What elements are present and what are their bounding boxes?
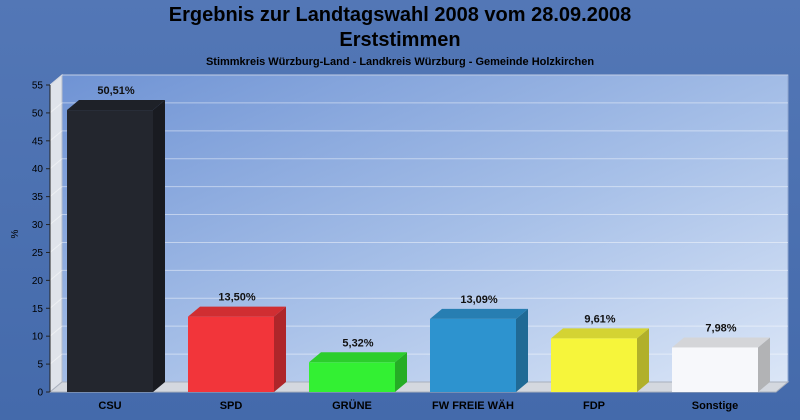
bar-front — [67, 110, 153, 392]
bar-side — [274, 306, 286, 392]
bar-side — [637, 328, 649, 392]
data-label: 13,50% — [218, 292, 256, 304]
x-tick-label: Sonstige — [692, 400, 738, 412]
bar-top — [309, 352, 407, 363]
bar-front — [672, 347, 758, 392]
y-tick-label: 40 — [32, 164, 44, 175]
chart-title-line2: Erststimmen — [339, 29, 460, 51]
y-tick-label: 35 — [32, 192, 44, 203]
gridline — [49, 186, 788, 198]
bar-top — [188, 306, 286, 317]
bar-spd — [188, 306, 286, 392]
bar-front — [551, 338, 637, 392]
bar-grüne — [309, 352, 407, 392]
bar-side — [395, 352, 407, 392]
y-tick-label: 45 — [32, 136, 44, 147]
gridline — [49, 74, 788, 86]
bar-sonstige — [672, 337, 770, 392]
axes: 0 5 10 15 20 25 30 35 40 45 50 55 CSU SPD GRÜNE FW FREI… — [32, 81, 738, 413]
data-label: 9,61% — [584, 313, 615, 325]
bar-front — [430, 318, 516, 392]
bar-top — [430, 308, 528, 319]
y-tick-label: 5 — [37, 360, 43, 371]
bar-csu — [67, 100, 165, 392]
gridline — [49, 353, 788, 365]
x-tick-label: GRÜNE — [332, 399, 372, 412]
chart-subtitle: Stimmkreis Würzburg-Land - Landkreis Wür… — [206, 56, 594, 68]
bar-fdp — [551, 328, 649, 392]
bar-side — [516, 308, 528, 392]
bar-front — [188, 316, 274, 392]
bars: 50,51% 13,50% 5,32% 13,09% 9,61% 7,98% — [67, 85, 770, 392]
gridline — [49, 158, 788, 170]
y-tick-label: 10 — [32, 332, 44, 343]
bar-side — [153, 100, 165, 392]
data-label: 5,32% — [342, 337, 373, 349]
y-tick-label: 30 — [32, 220, 44, 231]
bar-fw-freie-wäh — [430, 308, 528, 392]
x-tick-label: FDP — [583, 400, 605, 412]
plot-back-wall — [61, 74, 789, 383]
bar-front — [309, 362, 395, 392]
gridline — [49, 325, 788, 337]
y-tick-label: 55 — [32, 81, 44, 92]
data-label: 13,09% — [460, 294, 498, 306]
bar-top — [67, 100, 165, 111]
gridline — [49, 214, 788, 225]
data-label: 7,98% — [705, 322, 736, 334]
x-tick-label: CSU — [98, 400, 121, 412]
y-axis-label: % — [10, 229, 21, 238]
bar-top — [551, 328, 649, 339]
x-tick-label: FW FREIE WÄH — [432, 399, 514, 412]
data-label: 50,51% — [97, 85, 135, 97]
bar-top — [672, 337, 770, 348]
gridline — [49, 297, 788, 309]
gridline — [49, 269, 788, 281]
y-tick-label: 0 — [37, 388, 43, 399]
bar-side — [758, 337, 770, 392]
plot-side-wall — [49, 73, 63, 394]
y-tick-label: 50 — [32, 108, 44, 119]
gridline — [49, 241, 788, 253]
y-tick-label: 25 — [32, 248, 44, 259]
chart-title: Ergebnis zur Landtagswahl 2008 vom 28.09… — [169, 4, 631, 26]
x-tick-label: SPD — [220, 400, 243, 412]
y-tick-label: 15 — [32, 304, 44, 315]
gridline — [49, 102, 788, 114]
gridline — [49, 130, 788, 142]
plot-area — [48, 73, 790, 394]
y-tick-label: 20 — [32, 276, 44, 287]
